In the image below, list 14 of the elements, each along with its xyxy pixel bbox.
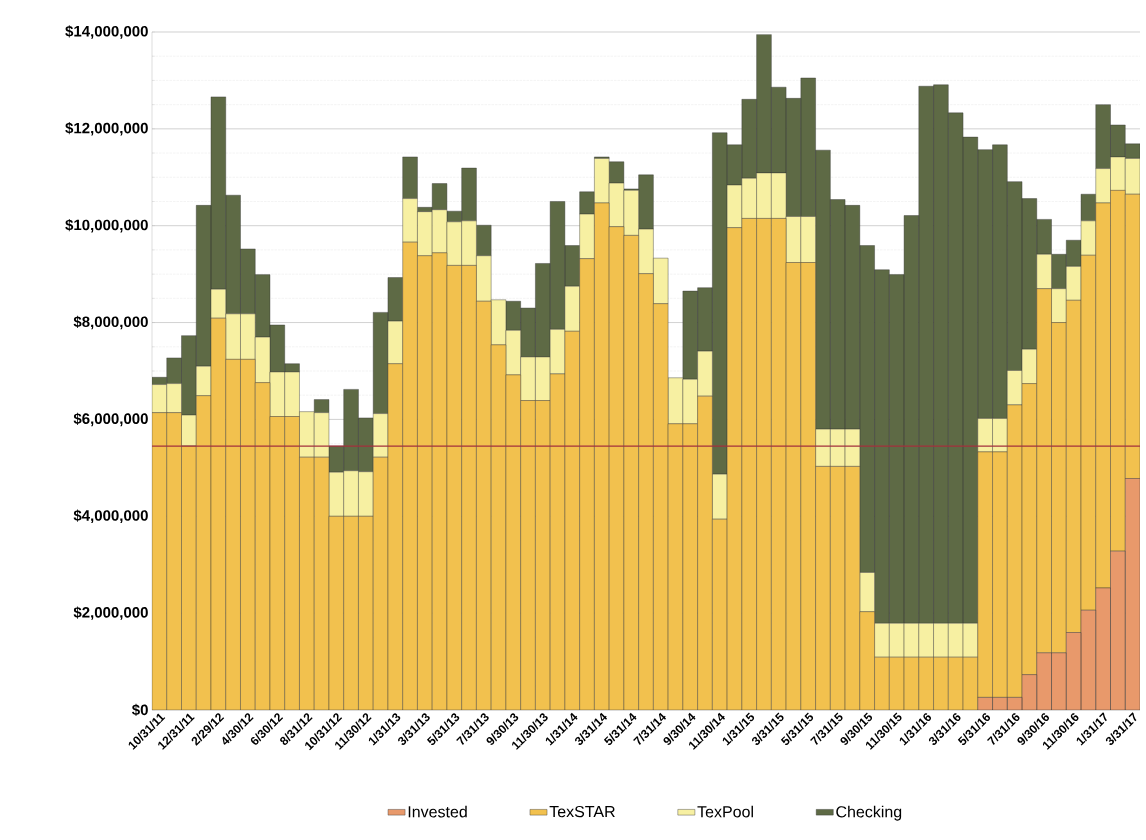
legend-label: TexSTAR (549, 805, 615, 818)
y-tick-label: $12,000,000 (65, 122, 148, 136)
y-tick-label: $4,000,000 (73, 509, 148, 523)
bar (638, 174, 654, 230)
legend-label: TexPool (697, 805, 753, 818)
y-tick-label: $10,000,000 (65, 218, 148, 233)
legend-label: Invested (408, 805, 467, 818)
y-tick-label: $6,000,000 (73, 412, 148, 427)
bar (402, 156, 418, 199)
bar (476, 225, 492, 256)
legend-label: Checking (836, 805, 902, 821)
y-tick-label: $8,000,000 (73, 315, 148, 330)
y-tick-label: $2,000,000 (73, 606, 148, 620)
y-tick-label: $14,000,000 (65, 25, 148, 39)
